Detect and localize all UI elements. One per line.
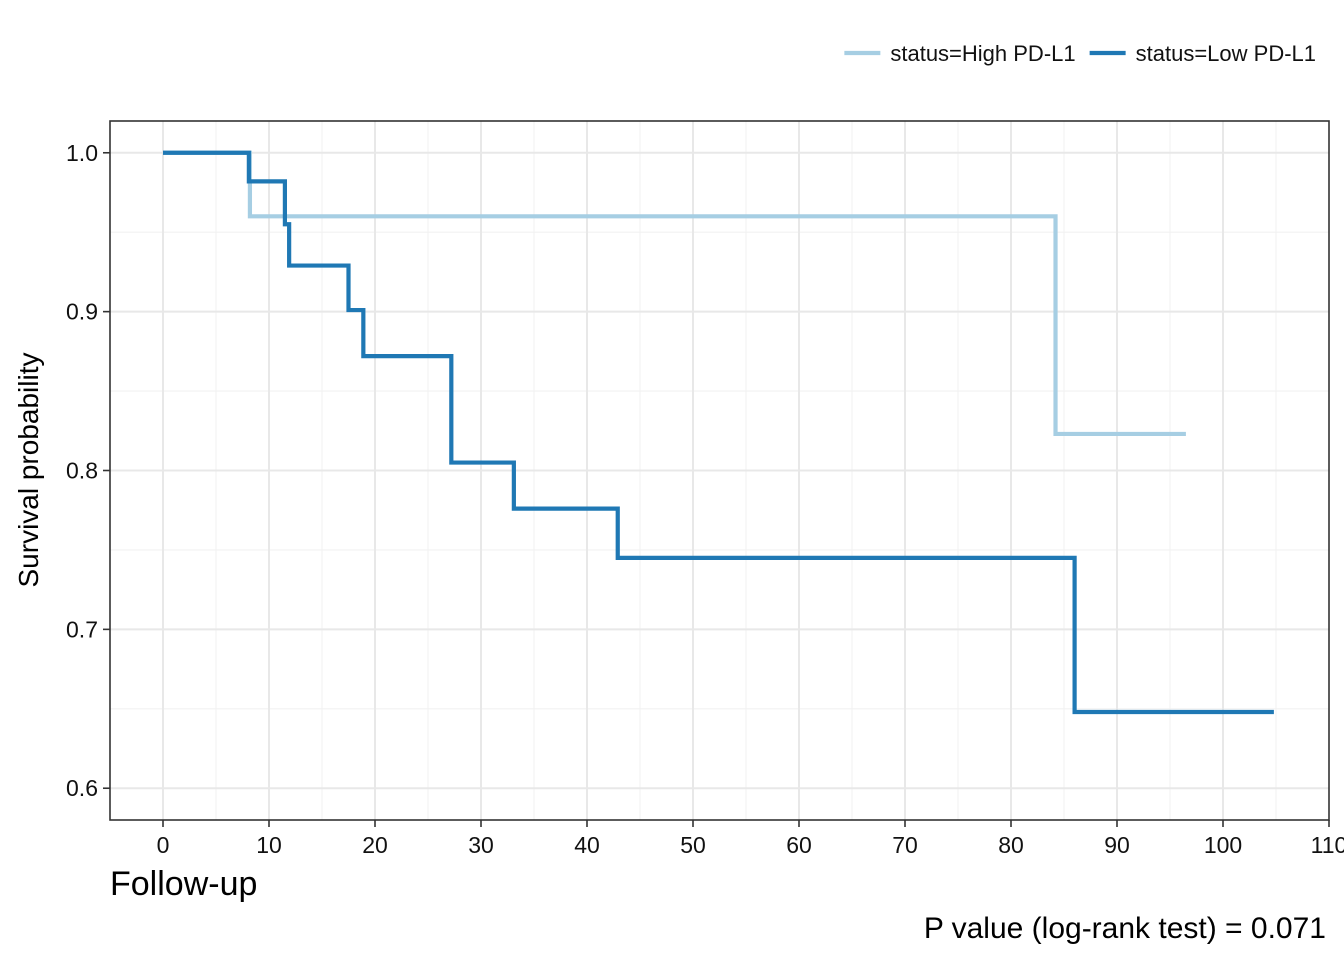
y-tick-label: 0.9 <box>66 299 98 325</box>
x-tick-label: 50 <box>680 832 706 858</box>
x-tick-label: 40 <box>574 832 600 858</box>
x-axis-title: Follow-up <box>110 865 257 903</box>
legend-item-low-pd-l1: status=Low PD-L1 <box>1089 41 1316 66</box>
legend-label: status=High PD-L1 <box>890 41 1075 66</box>
x-tick-label: 0 <box>157 832 170 858</box>
x-tick-label: 20 <box>362 832 388 858</box>
x-tick-label: 90 <box>1104 832 1130 858</box>
x-tick-label: 80 <box>998 832 1024 858</box>
legend-item-high-pd-l1: status=High PD-L1 <box>844 41 1076 66</box>
x-tick-label: 60 <box>786 832 812 858</box>
y-axis-title: Survival probability <box>13 353 44 588</box>
y-tick-label: 1.0 <box>66 140 98 166</box>
x-axis: 0 10 20 30 40 50 60 70 80 90 100 110 <box>157 820 1344 858</box>
legend-label: status=Low PD-L1 <box>1136 41 1316 66</box>
series-line-low-pd-l1 <box>163 150 1274 715</box>
y-tick-label: 0.7 <box>66 616 98 642</box>
x-tick-label: 10 <box>256 832 282 858</box>
y-tick-label: 0.6 <box>66 775 98 801</box>
series-layer <box>163 150 1274 715</box>
x-tick-label: 30 <box>468 832 494 858</box>
x-tick-label: 70 <box>892 832 918 858</box>
y-tick-label: 0.8 <box>66 458 98 484</box>
legend: status=High PD-L1 status=Low PD-L1 <box>844 41 1316 66</box>
x-tick-label: 110 <box>1311 832 1344 858</box>
x-tick-label: 100 <box>1204 832 1242 858</box>
y-axis: 0.6 0.7 0.8 0.9 1.0 <box>66 140 110 801</box>
p-value-annotation: P value (log-rank test) = 0.071 <box>924 912 1326 945</box>
grid-major <box>110 121 1329 820</box>
